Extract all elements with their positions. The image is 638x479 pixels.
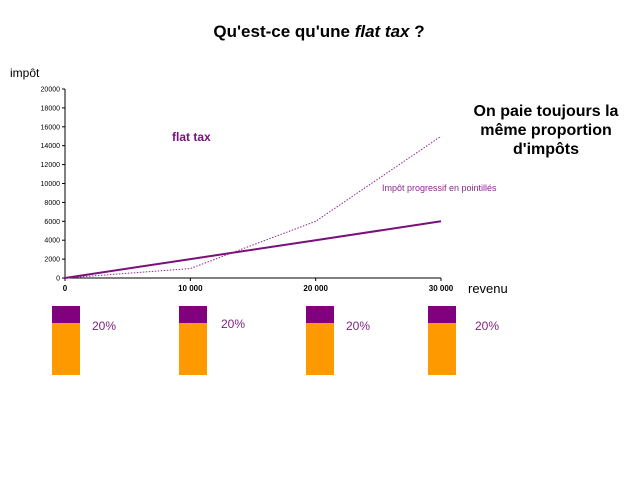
share-bar-3-tax-portion bbox=[306, 306, 334, 323]
share-bar-4-tax-portion bbox=[428, 306, 456, 323]
share-bar-3 bbox=[306, 306, 334, 375]
y-tick-label: 20000 bbox=[41, 87, 61, 94]
y-tick-label: 12000 bbox=[41, 162, 61, 169]
series-line-flat-tax bbox=[64, 220, 442, 279]
x-tick-label: 30 000 bbox=[429, 284, 454, 293]
series-line-progressive bbox=[64, 135, 442, 279]
y-tick-label: 10000 bbox=[41, 181, 61, 188]
y-ticks: 0 2000 4000 6000 8000 10000 12000 14000 16000 180… bbox=[41, 87, 65, 283]
series-label-flat-tax: flat tax bbox=[172, 130, 211, 144]
y-axis-label: impôt bbox=[10, 66, 40, 80]
y-tick-label: 2000 bbox=[44, 257, 60, 264]
callout-text: On paie toujours la même proportion d'im… bbox=[473, 103, 619, 158]
share-bar-1-label: 20% bbox=[92, 319, 117, 333]
x-tick-label: 0 bbox=[63, 284, 68, 293]
page-title: Qu'est-ce qu'une flat tax ? bbox=[213, 22, 425, 41]
x-tick-label: 20 000 bbox=[303, 284, 328, 293]
y-tick-label: 14000 bbox=[41, 143, 61, 150]
y-tick-label: 4000 bbox=[44, 238, 60, 245]
y-tick-label: 8000 bbox=[44, 200, 60, 207]
share-bar-2-label: 20% bbox=[221, 317, 246, 331]
share-bar-4-label: 20% bbox=[475, 319, 500, 333]
chart-series bbox=[64, 135, 442, 279]
y-tick-label: 18000 bbox=[41, 105, 61, 112]
share-bar-1 bbox=[52, 306, 80, 375]
x-axis-label: revenu bbox=[468, 281, 508, 296]
share-bar-2-tax-portion bbox=[179, 306, 207, 323]
share-bar-2 bbox=[179, 306, 207, 375]
y-tick-label: 6000 bbox=[44, 219, 60, 226]
share-bar-4 bbox=[428, 306, 456, 375]
share-bar-3-label: 20% bbox=[346, 319, 371, 333]
share-bar-1-tax-portion bbox=[52, 306, 80, 323]
title-emphasis: flat tax bbox=[354, 22, 410, 41]
x-tick-label: 10 000 bbox=[178, 284, 203, 293]
y-tick-label: 16000 bbox=[41, 124, 61, 131]
series-label-progressive: Impôt progressif en pointillés bbox=[382, 183, 497, 193]
x-ticks: 0 10 000 20 000 30 000 bbox=[63, 278, 454, 293]
y-tick-label: 0 bbox=[56, 276, 60, 283]
